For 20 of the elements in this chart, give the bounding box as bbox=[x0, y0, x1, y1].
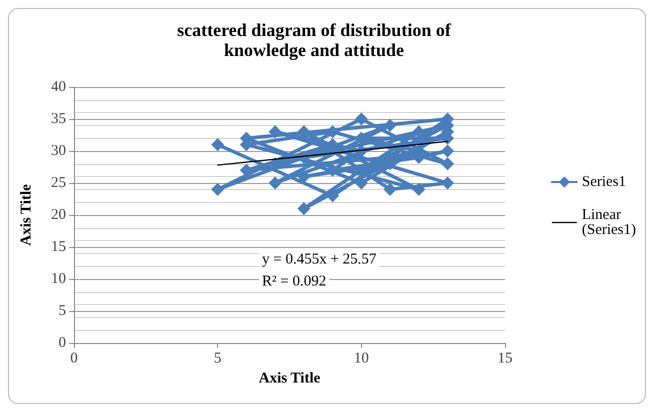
x-tick-label: 0 bbox=[70, 350, 78, 366]
annotation: y = 0.455x + 25.57 bbox=[262, 252, 377, 268]
y-tick-label: 40 bbox=[51, 79, 66, 95]
y-tick-label: 25 bbox=[51, 175, 66, 191]
chart-title: scattered diagram of distribution of knowledge and attitude bbox=[177, 20, 452, 60]
legend-label: Series1 bbox=[582, 174, 626, 190]
y-tick-label: 10 bbox=[51, 271, 66, 287]
y-axis-title: Axis Title bbox=[18, 184, 34, 246]
x-tick-label: 5 bbox=[214, 350, 222, 366]
legend-label: Linear (Series1) bbox=[582, 207, 636, 238]
y-tick-label: 30 bbox=[51, 143, 66, 159]
x-axis-title: Axis Title bbox=[258, 370, 321, 386]
y-tick-label: 15 bbox=[51, 239, 66, 255]
y-tick-label: 5 bbox=[58, 303, 66, 319]
y-tick-label: 20 bbox=[51, 207, 66, 223]
y-tick-label: 0 bbox=[58, 335, 66, 351]
annotation: R² = 0.092 bbox=[262, 274, 326, 290]
y-tick-label: 35 bbox=[51, 111, 66, 127]
x-tick-label: 10 bbox=[354, 350, 369, 366]
x-tick-label: 15 bbox=[498, 350, 512, 366]
